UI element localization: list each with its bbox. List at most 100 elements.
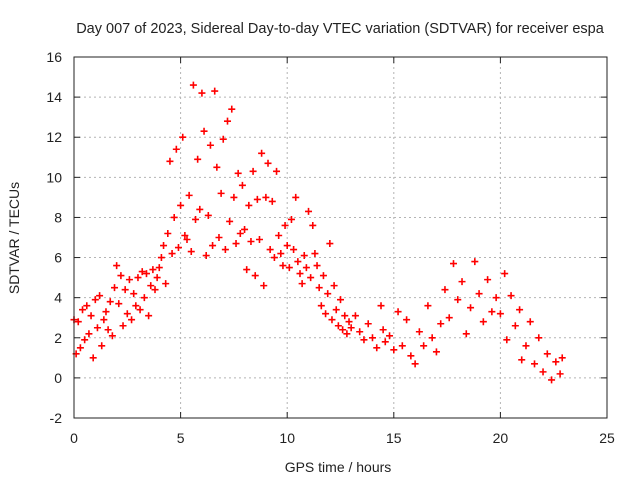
data-point	[277, 250, 285, 258]
data-point	[287, 215, 295, 223]
data-point	[187, 248, 195, 256]
data-point	[138, 268, 146, 276]
y-tick-label: 6	[54, 250, 62, 266]
data-point	[151, 286, 159, 294]
y-axis-label: SDTVAR / TECUs	[6, 182, 22, 294]
data-point	[177, 201, 185, 209]
data-point	[285, 264, 293, 272]
data-point	[96, 292, 104, 300]
data-point	[213, 163, 221, 171]
data-point	[160, 242, 168, 250]
data-point	[305, 207, 313, 215]
data-point	[142, 270, 150, 278]
data-point	[85, 330, 93, 338]
data-point	[102, 308, 110, 316]
data-point	[343, 330, 351, 338]
data-point	[162, 280, 170, 288]
y-tick-label: 10	[46, 169, 62, 185]
data-point	[104, 326, 112, 334]
data-point	[108, 332, 116, 340]
data-point	[341, 312, 349, 320]
data-points	[70, 81, 566, 384]
data-point	[441, 286, 449, 294]
data-point	[136, 306, 144, 314]
data-point	[270, 254, 278, 262]
data-point	[260, 282, 268, 290]
data-point	[339, 326, 347, 334]
data-point	[437, 320, 445, 328]
data-point	[249, 167, 257, 175]
data-point	[245, 201, 253, 209]
data-point	[209, 242, 217, 250]
data-point	[337, 296, 344, 304]
data-point	[266, 246, 274, 254]
data-point	[172, 145, 180, 153]
data-point	[132, 302, 140, 310]
data-point	[119, 322, 127, 330]
data-point	[471, 258, 479, 266]
data-point	[145, 312, 153, 320]
data-point	[386, 332, 394, 340]
data-point	[123, 310, 131, 318]
data-point	[115, 300, 123, 308]
y-tick-label: 4	[54, 290, 62, 306]
tick-labels: 0 5 10 15 20 25 -2 0 2 4 6 8 10 12 14 16	[46, 49, 615, 446]
data-point	[322, 310, 330, 318]
data-point	[539, 368, 547, 376]
data-point	[492, 294, 500, 302]
data-point	[479, 318, 487, 326]
data-point	[294, 258, 302, 266]
data-point	[326, 240, 334, 248]
data-point	[411, 360, 419, 368]
data-point	[230, 193, 238, 201]
data-point	[445, 314, 453, 322]
data-point	[155, 264, 163, 272]
x-tick-label: 10	[279, 430, 295, 446]
x-tick-label: 25	[599, 430, 615, 446]
data-point	[548, 376, 556, 384]
data-point	[307, 274, 315, 282]
data-point	[258, 149, 266, 157]
data-point	[183, 236, 191, 244]
data-point	[360, 336, 368, 344]
data-point	[196, 205, 204, 213]
data-point	[232, 240, 240, 248]
data-point	[164, 229, 172, 237]
data-point	[334, 322, 342, 330]
x-tick-label: 15	[386, 430, 402, 446]
data-point	[215, 234, 223, 241]
data-point	[194, 155, 202, 163]
data-point	[300, 252, 308, 260]
data-point	[428, 334, 436, 342]
data-point	[147, 282, 155, 290]
x-tick-label: 20	[493, 430, 509, 446]
data-point	[236, 229, 244, 237]
data-point	[484, 276, 492, 284]
data-point	[224, 117, 232, 125]
data-point	[516, 306, 524, 314]
data-point	[475, 290, 483, 298]
data-point	[373, 344, 381, 352]
data-point	[377, 302, 385, 310]
data-point	[100, 316, 108, 324]
data-point	[206, 141, 214, 149]
y-tick-label: 12	[46, 129, 62, 145]
data-point	[381, 338, 389, 346]
data-point	[552, 358, 560, 366]
data-point	[219, 135, 227, 143]
y-tick-label: 16	[46, 49, 62, 65]
data-point	[535, 334, 543, 342]
data-point	[415, 328, 423, 336]
data-point	[292, 193, 300, 201]
data-point	[93, 324, 101, 332]
data-point	[106, 298, 114, 306]
data-point	[140, 294, 148, 302]
data-point	[531, 360, 539, 368]
data-point	[283, 242, 291, 250]
data-point	[488, 308, 496, 316]
data-point	[204, 211, 212, 219]
data-point	[511, 322, 519, 330]
data-point	[166, 157, 174, 165]
